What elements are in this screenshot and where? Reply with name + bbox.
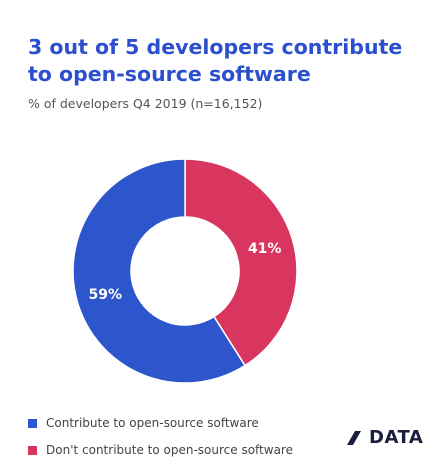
legend-swatch-dont-contribute bbox=[28, 445, 37, 455]
slice-dont-contribute bbox=[184, 158, 298, 367]
chart-legend: Contribute to open-source software Don't… bbox=[28, 412, 293, 466]
logo-text: DATA bbox=[369, 427, 424, 448]
legend-label-contribute: Contribute to open-source software bbox=[46, 416, 259, 430]
data-label-dont-contribute: 41% bbox=[248, 241, 282, 257]
chart-subtitle: % of developers Q4 2019 (n=16,152) bbox=[28, 96, 263, 111]
data-label-contribute: 59% bbox=[89, 287, 123, 303]
chart-title: 3 out of 5 developers contribute to open… bbox=[28, 35, 403, 86]
legend-swatch-contribute bbox=[28, 418, 37, 428]
slashdata-logo: DATA bbox=[347, 427, 423, 448]
legend-item-dont-contribute: Don't contribute to open-source software bbox=[28, 439, 293, 461]
slash-logo-icon bbox=[347, 430, 361, 445]
slice-contribute bbox=[72, 158, 247, 384]
legend-item-contribute: Contribute to open-source software bbox=[28, 412, 293, 434]
legend-label-dont-contribute: Don't contribute to open-source software bbox=[46, 443, 293, 457]
